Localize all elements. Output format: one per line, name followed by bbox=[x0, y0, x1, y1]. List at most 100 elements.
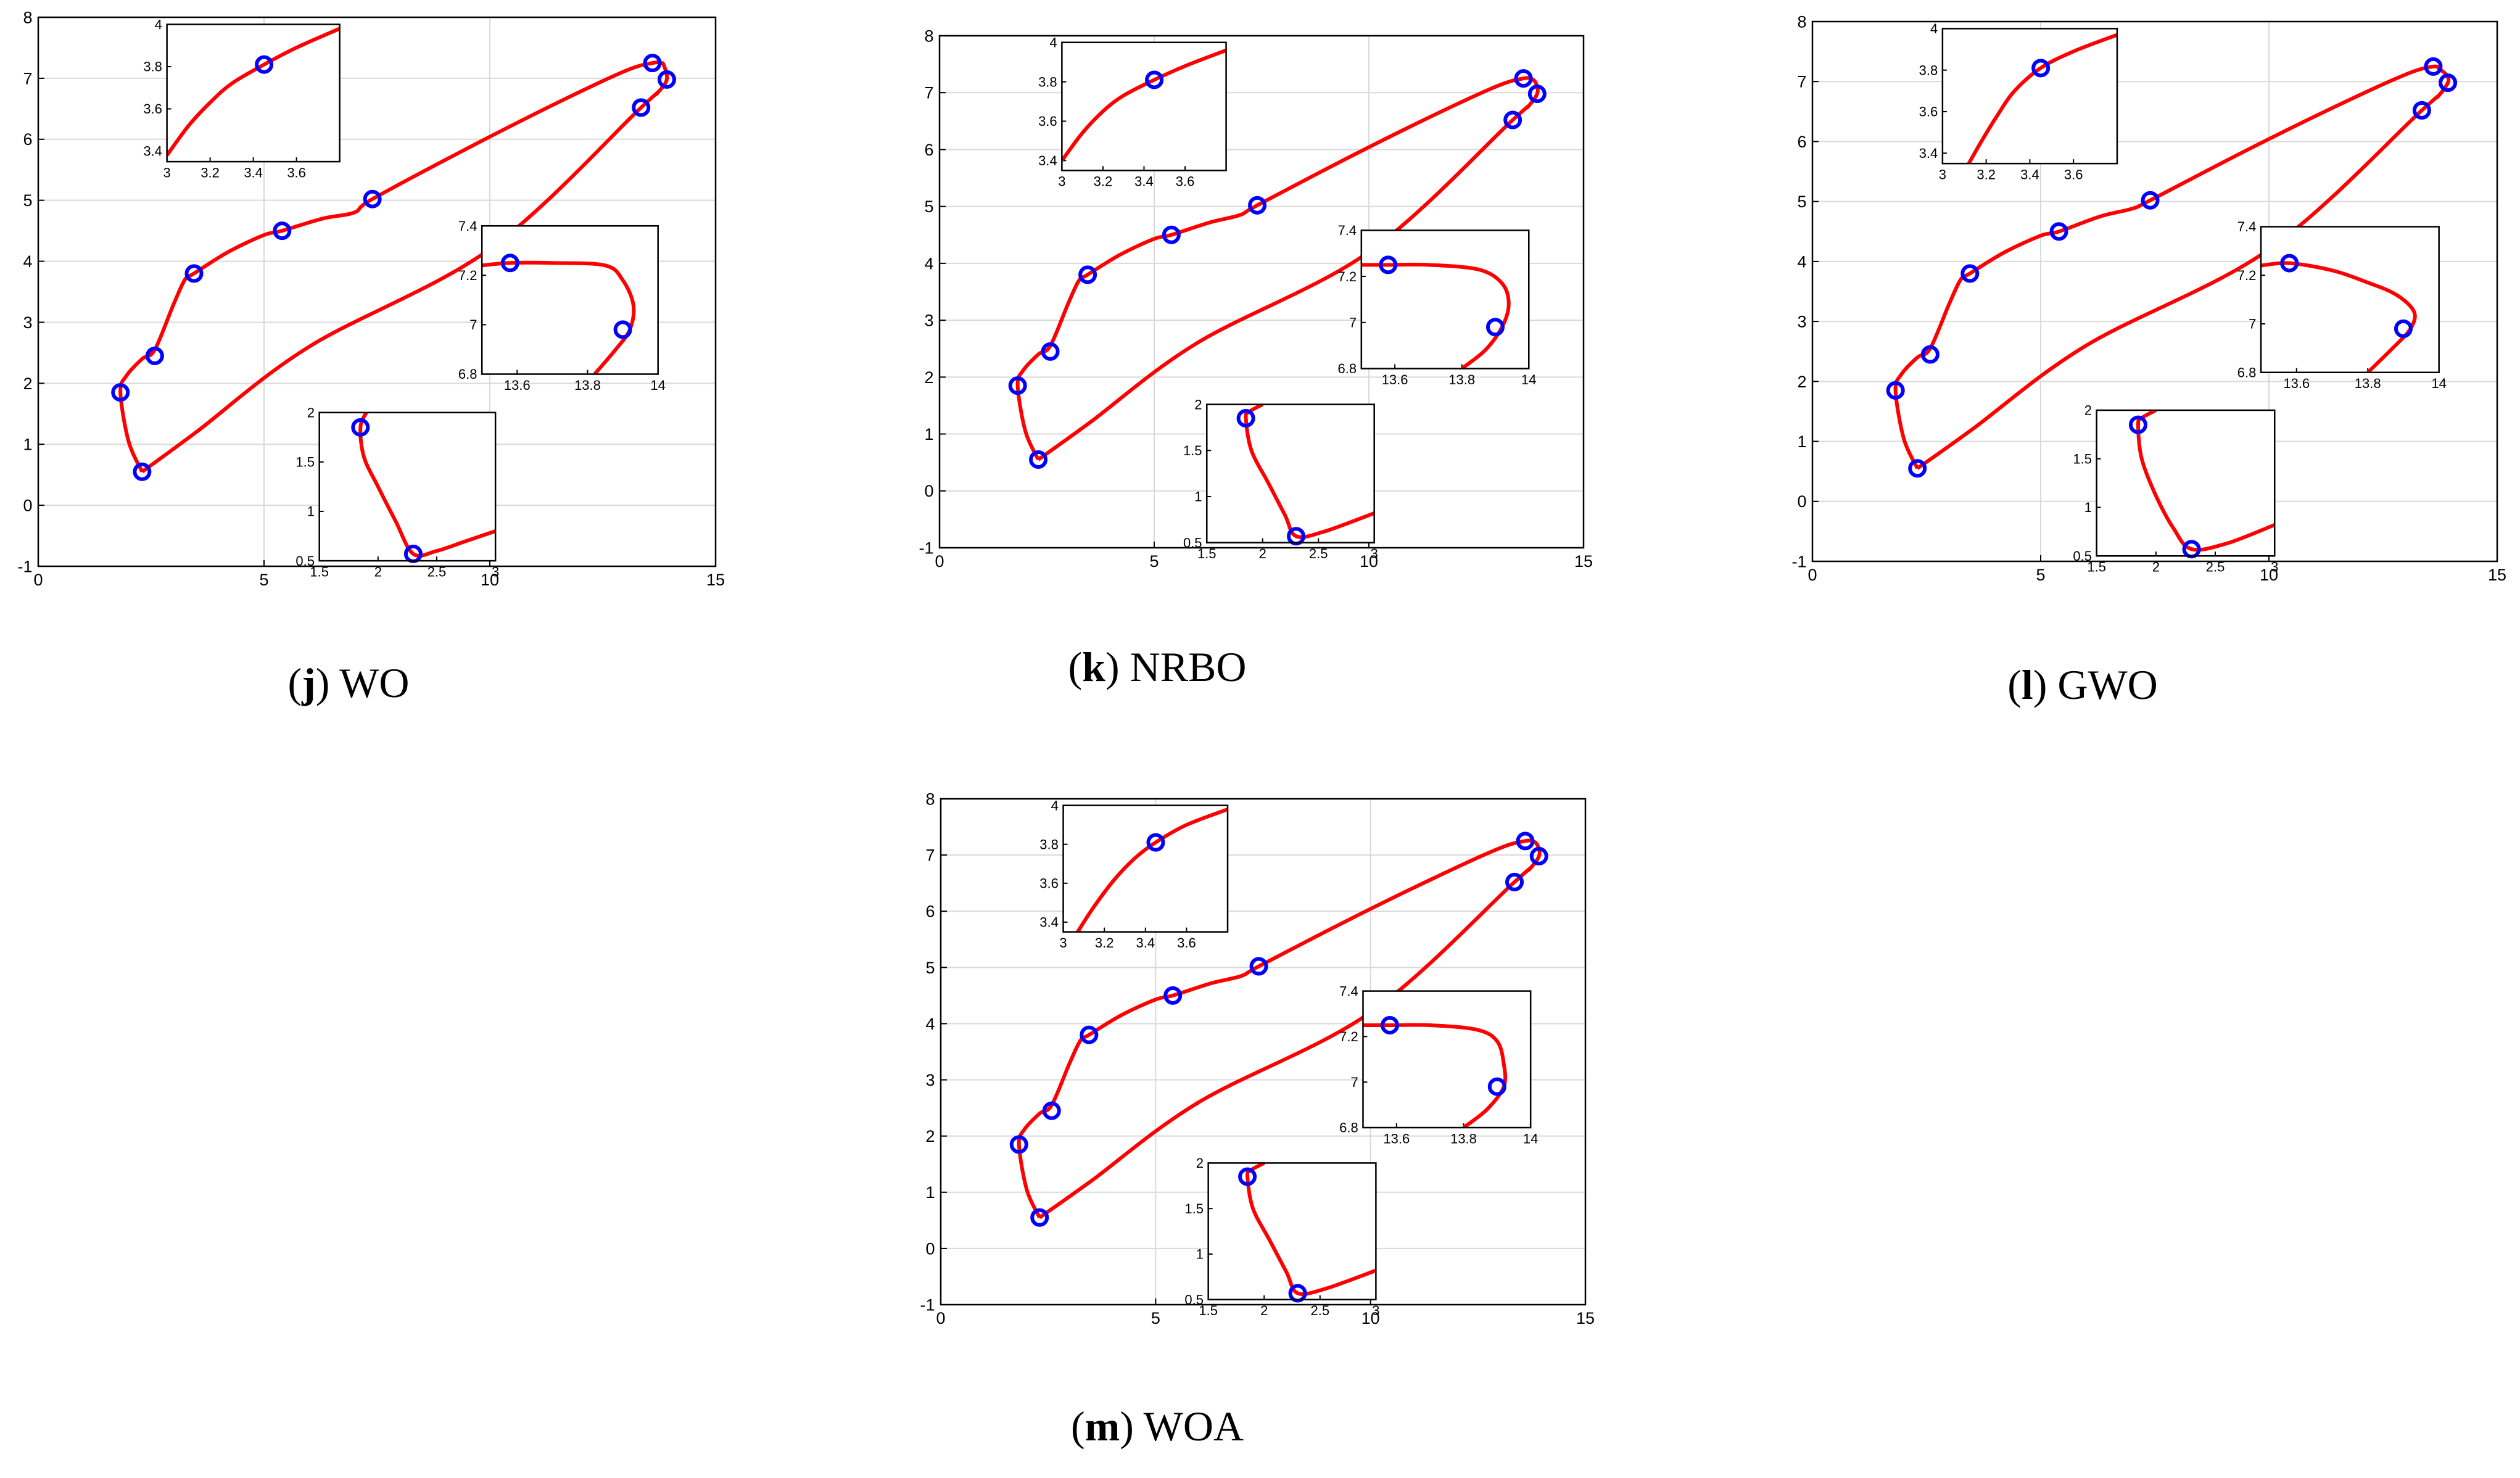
inset-waypoint-marker bbox=[2031, 59, 2051, 78]
main-ytick-label: 4 bbox=[926, 1015, 935, 1033]
inset-ytick-label: 6.8 bbox=[1339, 1120, 1358, 1136]
inset-xtick-label: 13.6 bbox=[1382, 372, 1408, 387]
panel-caption: (k) NRBO bbox=[1068, 643, 1246, 690]
inset-xtick-label: 3 bbox=[1939, 167, 1946, 182]
inset-ytick-label: 1.5 bbox=[295, 455, 315, 470]
main-xtick-label: 10 bbox=[481, 571, 499, 589]
inset-2: 13.6 13.8 14 6.8 7 7.2 7.4 bbox=[1339, 983, 1538, 1146]
caption-name: ) NRBO bbox=[1105, 643, 1247, 690]
inset-ytick-label: 3.6 bbox=[1038, 114, 1057, 129]
caption-letter: l bbox=[2022, 661, 2033, 708]
inset-3: 1.5 2 2.5 30.511.52 bbox=[295, 405, 499, 580]
inset-xtick-label: 14 bbox=[650, 378, 665, 393]
waypoint-marker bbox=[1249, 957, 1268, 976]
main-xtick-label: 5 bbox=[1149, 552, 1159, 571]
main-ytick-label: 6 bbox=[925, 141, 934, 159]
inset-ytick-label: 6.8 bbox=[1338, 361, 1357, 376]
main-ytick-label: 0 bbox=[926, 1239, 935, 1258]
main-frame bbox=[1811, 20, 2498, 563]
waypoint-marker bbox=[1529, 846, 1548, 865]
inset-xtick-label: 3.4 bbox=[1134, 174, 1154, 189]
main-ytick-label: 2 bbox=[925, 368, 934, 387]
inset-waypoint-marker bbox=[1145, 70, 1164, 89]
inset-ytick-label: 4 bbox=[1051, 798, 1059, 813]
main-xtick-label: 5 bbox=[1151, 1309, 1160, 1327]
inset-2: 13.6 13.8 14 6.8 7 7.2 7.4 bbox=[458, 218, 666, 393]
waypoint-marker bbox=[2412, 101, 2431, 120]
inset-ytick-label: 3.8 bbox=[1039, 836, 1059, 852]
inset-waypoint-marker bbox=[2128, 415, 2147, 434]
main-ytick-label: 8 bbox=[1798, 12, 1807, 31]
waypoint-marker bbox=[273, 221, 292, 241]
inset-frame bbox=[1360, 229, 1530, 370]
inset-frame bbox=[2096, 409, 2276, 557]
inset-xtick-label: 3.6 bbox=[1176, 174, 1195, 189]
main-ytick-label: 5 bbox=[1798, 192, 1807, 211]
inset-path-line bbox=[1967, 33, 2117, 164]
inset-ytick-label: 3.8 bbox=[143, 59, 162, 75]
waypoint-marker bbox=[111, 383, 130, 402]
inset-frame bbox=[318, 411, 497, 562]
inset-ytick-label: 2 bbox=[2084, 403, 2092, 418]
main-ytick-label: 5 bbox=[926, 959, 935, 977]
inset-ytick-label: 7.4 bbox=[1339, 983, 1358, 999]
inset-xtick-label: 3.2 bbox=[200, 165, 220, 180]
inset-xtick-label: 13.8 bbox=[1450, 1131, 1477, 1146]
inset-xtick-label: 3 bbox=[1372, 1303, 1379, 1318]
inset-3: 1.5 2 2.5 30.511.52 bbox=[1183, 397, 1378, 561]
main-ytick-label: 3 bbox=[926, 1071, 935, 1089]
waypoint-marker bbox=[1080, 1025, 1099, 1044]
main-ytick-label: 3 bbox=[925, 312, 934, 330]
inset-ytick-label: 1 bbox=[307, 504, 315, 519]
inset-waypoint-marker bbox=[500, 254, 519, 273]
main-xtick-label: 5 bbox=[2036, 566, 2045, 584]
inset-ytick-label: 3.4 bbox=[143, 144, 162, 159]
caption-letter: j bbox=[301, 659, 316, 706]
inset-frame bbox=[166, 23, 341, 163]
inset-1: 3 3.2 3.4 3.6 3.4 3.6 3.8 4 bbox=[1038, 35, 1227, 189]
main-ytick-label: -1 bbox=[920, 1295, 935, 1314]
inset-ytick-label: 4 bbox=[1049, 35, 1057, 50]
main-xtick-label: 0 bbox=[33, 571, 43, 589]
main-ytick-label: 2 bbox=[23, 374, 33, 393]
inset-xtick-label: 3.4 bbox=[1136, 935, 1155, 951]
main-ytick-label: 3 bbox=[1798, 313, 1807, 331]
main-xtick-label: 0 bbox=[935, 552, 944, 571]
main-ytick-label: 6 bbox=[23, 130, 33, 149]
inset-ytick-label: 6.8 bbox=[458, 366, 477, 382]
inset-plot-area bbox=[482, 226, 658, 374]
panel-caption: (j) WO bbox=[287, 659, 409, 706]
inset-ytick-label: 7.2 bbox=[2237, 268, 2257, 283]
main-ytick-label: 4 bbox=[925, 254, 934, 273]
inset-ytick-label: 7 bbox=[1349, 315, 1357, 331]
inset-waypoint-marker bbox=[255, 55, 274, 74]
inset-frame bbox=[1941, 28, 2118, 165]
inset-plot-area bbox=[2096, 410, 2275, 556]
inset-xtick-label: 13.6 bbox=[1383, 1131, 1410, 1146]
inset-path-line bbox=[1244, 404, 1374, 539]
main-xtick-label: 15 bbox=[706, 571, 725, 589]
inset-3: 1.5 2 2.5 30.511.52 bbox=[2073, 403, 2278, 575]
inset-ytick-label: 3.8 bbox=[1919, 62, 1938, 78]
inset-xtick-label: 14 bbox=[1523, 1131, 1538, 1146]
inset-waypoint-marker bbox=[1287, 527, 1306, 546]
inset-ytick-label: 7.2 bbox=[458, 268, 477, 283]
waypoint-marker bbox=[1516, 832, 1535, 851]
inset-ytick-label: 3.8 bbox=[1038, 74, 1057, 89]
inset-xtick-label: 3.4 bbox=[2020, 167, 2039, 182]
waypoint-marker bbox=[2141, 191, 2160, 210]
inset-path-line bbox=[1361, 262, 1511, 369]
inset-xtick-label: 3 bbox=[163, 165, 170, 180]
inset-waypoint-marker bbox=[1487, 1077, 1506, 1096]
waypoint-marker bbox=[1009, 1135, 1028, 1154]
inset-ytick-label: 7 bbox=[469, 317, 477, 332]
caption-open: ( bbox=[2007, 661, 2022, 708]
inset-xtick-label: 13.6 bbox=[2283, 376, 2310, 391]
inset-ytick-label: 2 bbox=[1194, 397, 1202, 412]
panel-caption: (l) GWO bbox=[2007, 661, 2158, 708]
main-xtick-label: 15 bbox=[1576, 1309, 1595, 1327]
main-ytick-label: 5 bbox=[23, 191, 33, 210]
